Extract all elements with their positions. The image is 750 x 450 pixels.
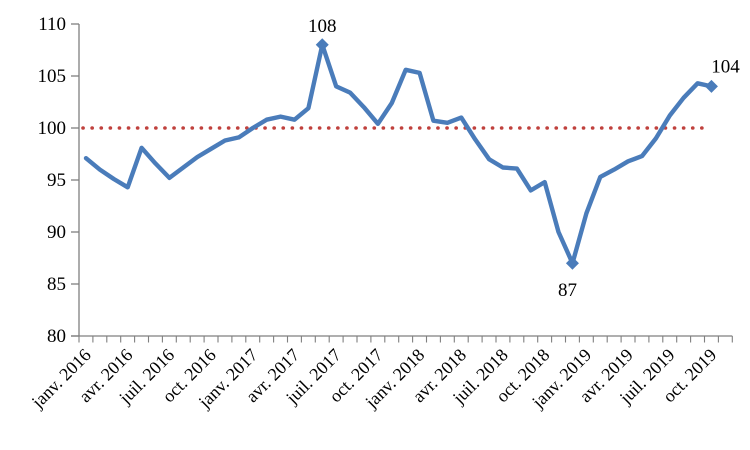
y-tick-label: 95	[47, 170, 66, 191]
data-label: 104	[711, 56, 740, 77]
y-tick-label: 105	[38, 66, 67, 87]
y-tick-label: 90	[47, 222, 66, 243]
y-tick-label: 110	[38, 14, 66, 35]
data-label: 108	[308, 16, 337, 37]
data-point-marker	[565, 256, 579, 270]
data-point-marker	[315, 38, 329, 52]
y-tick-label: 80	[47, 326, 66, 347]
data-point-marker	[704, 79, 718, 93]
y-tick-label: 85	[47, 274, 66, 295]
y-tick-label: 100	[38, 118, 67, 139]
series-line	[83, 42, 714, 266]
data-label: 87	[558, 280, 577, 301]
